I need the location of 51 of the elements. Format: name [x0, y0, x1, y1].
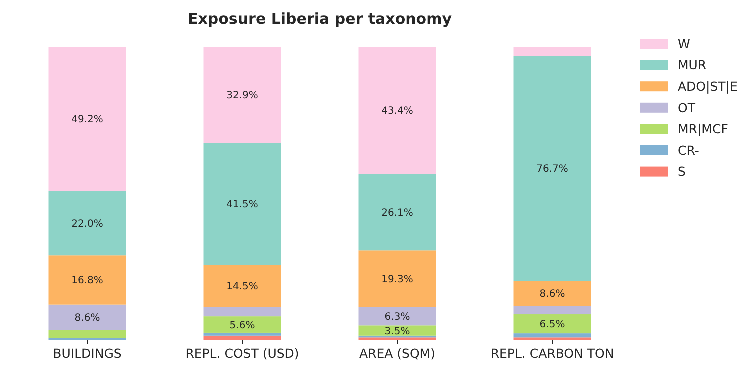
bar [514, 334, 592, 338]
legend-label: MUR [678, 58, 707, 73]
x-tick-label: REPL. CARBON TON [490, 346, 614, 361]
data-label: 26.1% [382, 208, 414, 219]
bar [204, 143, 282, 265]
data-label: 8.6% [540, 289, 566, 300]
data-label: 49.2% [72, 114, 104, 126]
data-label: 5.6% [230, 320, 256, 332]
legend-label: W [678, 36, 690, 52]
bar [48, 47, 126, 192]
bar [204, 332, 282, 336]
legend-label: S [678, 164, 686, 180]
data-label: 41.5% [226, 200, 258, 211]
bar [358, 47, 436, 174]
bar [48, 256, 126, 305]
bar [204, 316, 282, 333]
data-label: 76.7% [536, 164, 568, 176]
bar [358, 174, 436, 251]
bar [514, 306, 592, 315]
bar [514, 56, 592, 282]
bar [514, 314, 592, 334]
bar [48, 330, 126, 338]
bar [48, 191, 126, 256]
data-label: 43.4% [382, 106, 414, 118]
chart-title: Exposure Liberia per taxonomy [188, 10, 452, 28]
data-label: 3.5% [384, 326, 410, 338]
x-tick-label: REPL. COST (USD) [186, 346, 300, 361]
bar [204, 264, 282, 308]
data-label: 19.3% [382, 274, 414, 286]
x-tick-label: AREA (SQM) [360, 346, 436, 361]
bar [358, 307, 436, 326]
x-tick-label: BUILDINGS [53, 346, 122, 361]
bar [48, 304, 126, 330]
data-label: 32.9% [226, 90, 258, 102]
data-label: 6.3% [384, 312, 410, 323]
legend-label: MR|MCF [678, 122, 728, 137]
bar [358, 326, 436, 336]
data-label: 6.5% [540, 320, 566, 331]
legend-label: ADO|ST|E [678, 78, 738, 94]
legend-label: OT [678, 100, 696, 116]
bar [204, 47, 282, 144]
data-label: 22.0% [72, 218, 104, 230]
bar [204, 336, 282, 340]
bar [358, 250, 436, 308]
legend-label: CR- [678, 142, 700, 158]
data-label: 14.5% [226, 282, 258, 293]
bar [514, 47, 592, 56]
data-label: 16.8% [72, 276, 104, 287]
data-label: 8.6% [74, 312, 100, 324]
bar [204, 307, 282, 317]
bar [514, 281, 592, 306]
